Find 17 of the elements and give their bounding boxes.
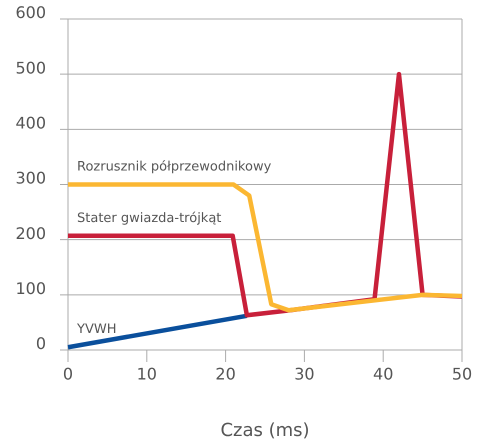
x-tick-label: 30 [294, 364, 315, 384]
x-tick-label: 40 [373, 364, 394, 384]
x-tick-label: 10 [136, 364, 157, 384]
y-tick-label: 500 [15, 58, 46, 78]
x-tick-label: 0 [62, 364, 74, 384]
y-tick-label: 100 [15, 279, 46, 298]
x-axis-title: Czas (ms) [220, 420, 310, 441]
y-tick-label: 400 [15, 114, 46, 133]
series-label: Rozrusznik półprzewodnikowy [77, 160, 272, 174]
y-tick-label: 200 [15, 224, 46, 243]
series-label: Stater gwiazda-trójkąt [77, 210, 222, 226]
x-tick-label: 50 [452, 364, 472, 384]
y-tick-label: 600 [15, 3, 46, 22]
series-label: YVWH [76, 322, 116, 338]
x-tick-label: 20 [215, 364, 236, 384]
y-tick-label: 0 [36, 334, 46, 354]
y-tick-label: 300 [15, 168, 46, 188]
